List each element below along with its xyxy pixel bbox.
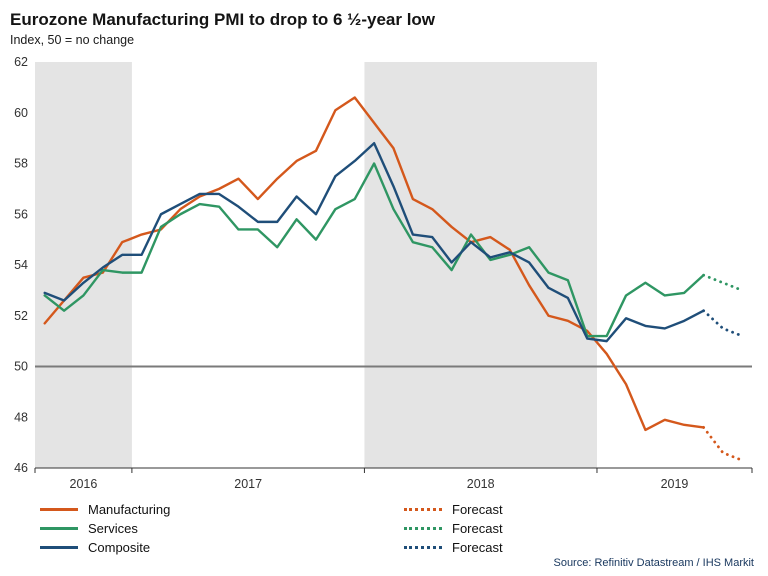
legend-label: Forecast	[452, 521, 503, 536]
legend-item-forecast-services: Forecast	[404, 521, 768, 536]
y-axis-tick-label: 62	[14, 55, 28, 69]
y-axis-tick-label: 60	[14, 106, 28, 120]
series-forecast-composite	[702, 309, 744, 338]
forecast-line-swatch	[404, 527, 442, 530]
legend-row: Composite Forecast	[40, 538, 768, 557]
legend-label: Composite	[88, 540, 151, 555]
legend-item-manufacturing: Manufacturing	[40, 502, 404, 517]
legend-label: Forecast	[452, 502, 503, 517]
page-title: Eurozone Manufacturing PMI to drop to 6 …	[10, 10, 436, 29]
chart-header: Eurozone Manufacturing PMI to drop to 6 …	[0, 0, 768, 48]
legend-label: Forecast	[452, 540, 503, 555]
year-band-2016	[35, 62, 132, 468]
legend-item-forecast-manufacturing: Forecast	[404, 502, 768, 517]
legend-item-composite: Composite	[40, 540, 404, 555]
series-line-services	[43, 162, 705, 338]
source-credit: Source: Refinitiv Datastream / IHS Marki…	[553, 557, 754, 569]
legend-row: Services Forecast	[40, 519, 768, 538]
chart-legend: Manufacturing Forecast Services Forecast Com…	[0, 494, 768, 557]
legend-label: Services	[88, 521, 138, 536]
year-band-2018	[364, 62, 597, 468]
y-axis-tick-label: 58	[14, 157, 28, 171]
y-axis-tick-label: 50	[14, 360, 28, 374]
x-axis-year-label: 2018	[467, 477, 495, 491]
series-line-composite	[43, 141, 705, 343]
x-axis-year-label: 2017	[234, 477, 262, 491]
forecast-line-swatch	[404, 546, 442, 549]
legend-label: Manufacturing	[88, 502, 171, 517]
y-axis-tick-label: 48	[14, 410, 28, 424]
y-axis-tick-label: 56	[14, 207, 28, 221]
series-forecast-manufacturing	[702, 425, 744, 462]
pmi-line-chart: 2016 2017 2018 2019 46 48 50 52 54 56 58 60 62	[14, 55, 753, 491]
legend-item-services: Services	[40, 521, 404, 536]
x-axis-year-label: 2016	[70, 477, 98, 491]
legend-row: Manufacturing Forecast	[40, 500, 768, 519]
legend-item-forecast-composite: Forecast	[404, 540, 768, 555]
y-axis-tick-label: 52	[14, 309, 28, 323]
forecast-line-swatch	[404, 508, 442, 511]
series-line-swatch	[40, 526, 78, 531]
x-axis-year-label: 2019	[661, 477, 689, 491]
y-axis-tick-label: 46	[14, 461, 28, 475]
series-line-swatch	[40, 507, 78, 512]
series-forecast-services	[702, 273, 744, 292]
series-line-swatch	[40, 545, 78, 550]
chart-subtitle: Index, 50 = no change	[10, 33, 135, 47]
y-axis-tick-label: 54	[14, 258, 28, 272]
